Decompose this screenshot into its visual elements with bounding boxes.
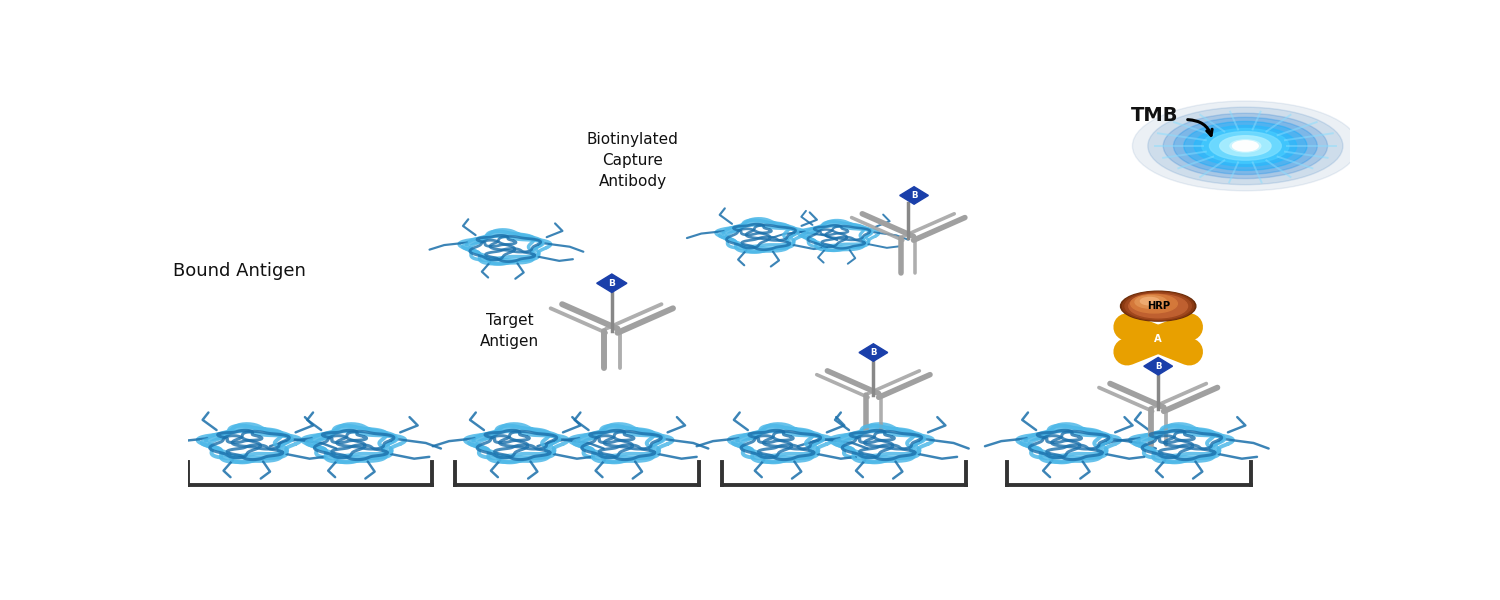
Polygon shape [1144,358,1173,375]
Circle shape [1220,136,1270,156]
Circle shape [1162,113,1328,179]
Circle shape [1130,295,1188,318]
Polygon shape [597,274,627,292]
Text: B: B [870,348,876,357]
Circle shape [1184,121,1306,170]
Circle shape [1132,101,1359,191]
Polygon shape [1185,350,1194,354]
Circle shape [1202,128,1288,163]
Circle shape [1140,298,1160,305]
Text: A: A [1155,334,1162,344]
Text: HRP: HRP [1146,301,1170,311]
Circle shape [1120,291,1196,321]
Text: B: B [910,191,918,200]
Circle shape [1173,118,1317,175]
Circle shape [1230,140,1262,152]
Circle shape [1209,131,1281,160]
Polygon shape [859,344,888,361]
Polygon shape [1122,350,1131,354]
Text: Bound Antigen: Bound Antigen [174,262,306,280]
Circle shape [1148,107,1342,185]
Circle shape [1194,125,1296,166]
Text: B: B [609,279,615,288]
Text: TMB: TMB [1131,106,1179,125]
Text: B: B [1155,362,1161,371]
Circle shape [1131,295,1178,313]
Circle shape [1122,292,1194,320]
Circle shape [1136,296,1167,308]
Circle shape [1233,141,1258,151]
Polygon shape [900,187,928,204]
Text: Target
Antigen: Target Antigen [480,313,538,349]
Polygon shape [1185,325,1194,329]
Circle shape [1125,293,1191,319]
Polygon shape [1122,325,1131,329]
Text: Biotinylated
Capture
Antibody: Biotinylated Capture Antibody [586,132,678,189]
